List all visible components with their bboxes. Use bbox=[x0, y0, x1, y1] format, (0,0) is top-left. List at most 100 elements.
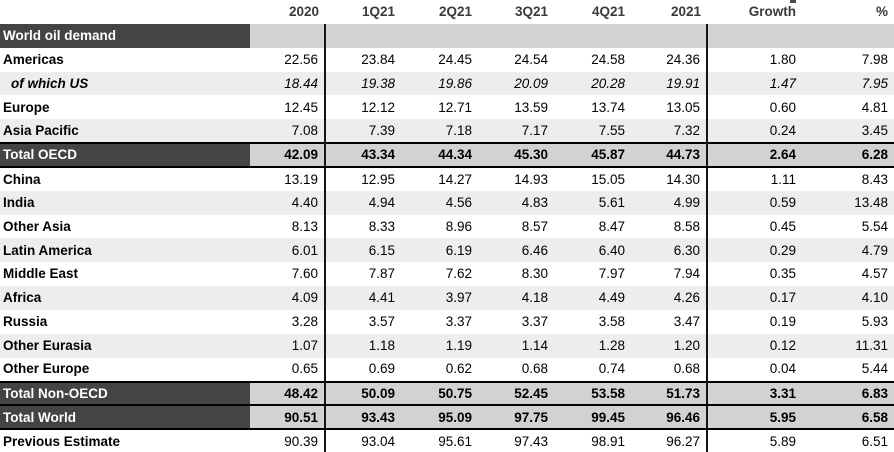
cell-growth: 3.31 bbox=[707, 380, 802, 407]
cell-1q21 bbox=[325, 23, 401, 48]
table-row-middle-east: Middle East 7.60 7.87 7.62 8.30 7.97 7.94 0.35 4… bbox=[0, 262, 894, 287]
row-label: Europe bbox=[0, 95, 250, 120]
cell-2021: 8.58 bbox=[631, 214, 708, 239]
column-header-4q21: 4Q21 bbox=[554, 0, 631, 24]
cell-4q21: 1.28 bbox=[554, 333, 631, 358]
column-header-2021: 2021 bbox=[631, 0, 707, 24]
cell-pct: 4.10 bbox=[802, 286, 894, 310]
cell-4q21: 7.55 bbox=[554, 119, 631, 144]
cell-pct: 5.93 bbox=[802, 309, 894, 334]
cell-3q21: 0.68 bbox=[478, 357, 554, 382]
cell-4q21: 13.74 bbox=[554, 95, 631, 120]
cell-4q21: 20.28 bbox=[554, 71, 631, 96]
cell-2q21: 7.62 bbox=[401, 262, 478, 287]
row-label: Russia bbox=[0, 309, 250, 334]
cell-2020: 8.13 bbox=[250, 214, 326, 239]
cell-3q21: 7.17 bbox=[478, 119, 554, 144]
cell-1q21: 0.69 bbox=[325, 357, 401, 382]
table-row-russia: Russia 3.28 3.57 3.37 3.37 3.58 3.47 0.19 5.93 bbox=[0, 309, 894, 334]
cell-2021: 3.47 bbox=[631, 309, 708, 334]
cell-2020: 3.28 bbox=[250, 309, 326, 334]
column-header-2020: 2020 bbox=[250, 0, 325, 24]
cell-2q21: 12.71 bbox=[401, 95, 478, 120]
row-label: India bbox=[0, 190, 250, 215]
cell-4q21: 24.58 bbox=[554, 47, 631, 72]
cell-1q21: 93.04 bbox=[325, 429, 401, 452]
cell-pct: 4.81 bbox=[802, 95, 894, 120]
cell-4q21: 0.74 bbox=[554, 357, 631, 382]
cell-growth: 0.45 bbox=[707, 214, 802, 239]
cell-2021: 96.27 bbox=[631, 429, 708, 452]
cell-2020: 22.56 bbox=[250, 47, 326, 72]
cell-growth: 0.04 bbox=[707, 357, 802, 382]
cropped-text-artifact bbox=[790, 0, 796, 3]
cell-1q21: 3.57 bbox=[325, 309, 401, 334]
cell-2q21: 95.09 bbox=[401, 404, 478, 431]
row-label: Middle East bbox=[0, 262, 250, 287]
cell-2020: 42.09 bbox=[250, 142, 326, 168]
cell-2020: 12.45 bbox=[250, 95, 326, 120]
cell-1q21: 7.87 bbox=[325, 262, 401, 287]
cell-pct: 6.28 bbox=[802, 142, 894, 168]
cell-pct: 5.54 bbox=[802, 214, 894, 239]
cell-2q21: 14.27 bbox=[401, 166, 478, 191]
cell-4q21: 8.47 bbox=[554, 214, 631, 239]
cell-3q21: 24.54 bbox=[478, 47, 554, 72]
cell-2021: 13.05 bbox=[631, 95, 708, 120]
row-label: World oil demand bbox=[0, 23, 250, 48]
cell-2021: 6.30 bbox=[631, 238, 708, 263]
cell-2020: 7.60 bbox=[250, 262, 326, 287]
column-header-growth: Growth bbox=[707, 0, 802, 24]
cell-growth: 0.60 bbox=[707, 95, 802, 120]
cell-4q21: 6.40 bbox=[554, 238, 631, 263]
cell-2021 bbox=[631, 23, 708, 48]
cell-2020: 4.09 bbox=[250, 286, 326, 310]
cell-growth: 1.11 bbox=[707, 166, 802, 191]
cell-3q21: 20.09 bbox=[478, 71, 554, 96]
cell-pct: 11.31 bbox=[802, 333, 894, 358]
row-label: Africa bbox=[0, 286, 250, 310]
cell-2q21: 1.19 bbox=[401, 333, 478, 358]
cell-2020 bbox=[250, 23, 326, 48]
cell-2021: 44.73 bbox=[631, 142, 708, 168]
table-row-other-asia: Other Asia 8.13 8.33 8.96 8.57 8.47 8.58 0.45 5.… bbox=[0, 214, 894, 239]
cell-pct: 6.58 bbox=[802, 404, 894, 431]
cell-1q21: 19.38 bbox=[325, 71, 401, 96]
cell-2021: 14.30 bbox=[631, 166, 708, 191]
row-label: Other Europe bbox=[0, 357, 250, 382]
cell-3q21: 97.75 bbox=[478, 404, 554, 431]
cell-2021: 0.68 bbox=[631, 357, 708, 382]
cell-3q21: 3.37 bbox=[478, 309, 554, 334]
row-label: Total OECD bbox=[0, 142, 250, 168]
cell-pct: 4.57 bbox=[802, 262, 894, 287]
row-label: China bbox=[0, 166, 250, 191]
cell-2020: 4.40 bbox=[250, 190, 326, 215]
cell-2q21: 24.45 bbox=[401, 47, 478, 72]
column-header-row: 2020 1Q21 2Q21 3Q21 4Q21 2021 Growth % bbox=[0, 0, 894, 24]
table-row-europe: Europe 12.45 12.12 12.71 13.59 13.74 13.05 0.60… bbox=[0, 95, 894, 120]
cell-growth: 2.64 bbox=[707, 142, 802, 168]
table-row-americas: Americas 22.56 23.84 24.45 24.54 24.58 24.36 1.… bbox=[0, 47, 894, 72]
row-label: Latin America bbox=[0, 238, 250, 263]
cell-1q21: 4.94 bbox=[325, 190, 401, 215]
cell-2q21: 19.86 bbox=[401, 71, 478, 96]
cell-1q21: 23.84 bbox=[325, 47, 401, 72]
cell-pct: 3.45 bbox=[802, 119, 894, 144]
cell-2020: 90.39 bbox=[250, 429, 326, 452]
cell-4q21 bbox=[554, 23, 631, 48]
cell-2q21 bbox=[401, 23, 478, 48]
table-row-latin-america: Latin America 6.01 6.15 6.19 6.46 6.40 6.30 0.2… bbox=[0, 238, 894, 263]
cell-2q21: 0.62 bbox=[401, 357, 478, 382]
cell-3q21: 52.45 bbox=[478, 380, 554, 407]
cell-3q21: 1.14 bbox=[478, 333, 554, 358]
cell-2021: 4.26 bbox=[631, 286, 708, 310]
cell-pct: 6.83 bbox=[802, 380, 894, 407]
cell-1q21: 1.18 bbox=[325, 333, 401, 358]
cell-pct: 13.48 bbox=[802, 190, 894, 215]
cell-2021: 24.36 bbox=[631, 47, 708, 72]
table-row-of-which-us: of which US 18.44 19.38 19.86 20.09 20.28 19.9… bbox=[0, 71, 894, 96]
cell-4q21: 99.45 bbox=[554, 404, 631, 431]
cell-3q21: 4.83 bbox=[478, 190, 554, 215]
row-label: of which US bbox=[0, 71, 250, 96]
